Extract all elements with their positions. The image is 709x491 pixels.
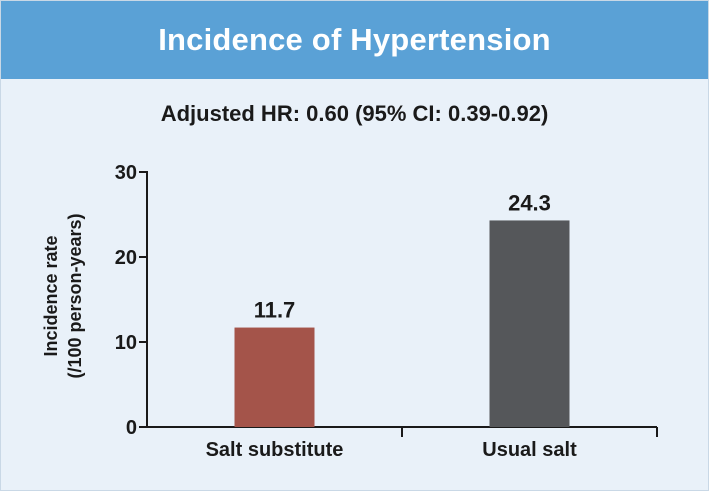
y-tick-label: 20: [115, 247, 137, 269]
y-axis-title-line-2: (/100 person-years): [65, 213, 85, 378]
chart-subtitle: Adjusted HR: 0.60 (95% CI: 0.39-0.92): [160, 101, 549, 126]
y-tick-label: 30: [115, 162, 137, 184]
bar: [234, 327, 315, 427]
y-tick-label: 0: [126, 417, 137, 439]
y-axis-title-line-1: Incidence rate: [41, 235, 61, 356]
bar-value-label: 24.3: [508, 190, 551, 215]
chart-title: Incidence of Hypertension: [158, 22, 551, 57]
y-axis-title: Incidence rate (/100 person-years): [41, 213, 85, 378]
y-tick-label: 10: [115, 332, 137, 354]
x-category-label: Usual salt: [482, 439, 577, 461]
x-category-label: Salt substitute: [206, 439, 344, 461]
bar-value-label: 11.7: [254, 298, 296, 323]
chart-header: Incidence of Hypertension: [1, 1, 708, 79]
bar: [489, 220, 570, 427]
